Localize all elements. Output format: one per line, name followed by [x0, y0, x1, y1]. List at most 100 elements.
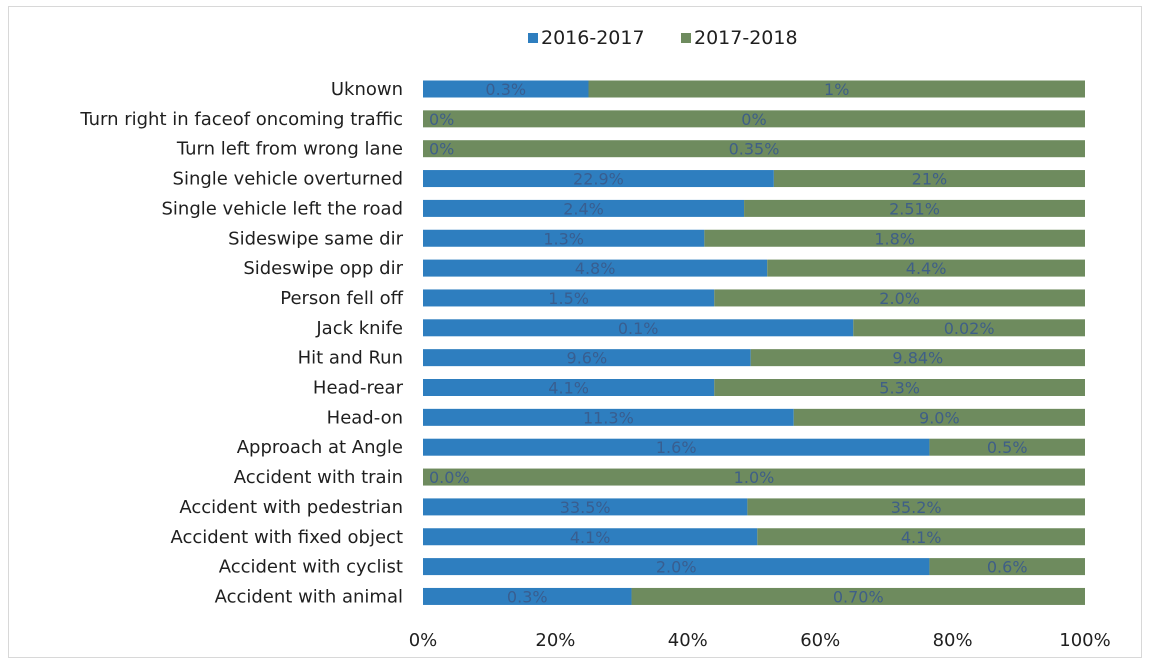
- bars: [423, 80, 1085, 605]
- bar-segment-0-0: [423, 80, 589, 98]
- legend-label-1: 2017-2018: [694, 27, 798, 49]
- data-label-1-2: 0.35%: [729, 140, 780, 159]
- data-label-0-2: 0%: [429, 140, 454, 159]
- bar-segment-1-6: [767, 259, 1085, 277]
- data-label-0-14: 33.5%: [560, 498, 611, 517]
- data-label-0-11: 11.3%: [583, 408, 634, 427]
- bar-segment-1-8: [853, 319, 1085, 337]
- data-label-0-13: 0.0%: [429, 468, 470, 487]
- category-label-3: Single vehicle overturned: [173, 169, 403, 190]
- bar-segment-1-5: [704, 229, 1085, 247]
- bar-segment-1-11: [793, 408, 1085, 426]
- data-label-0-4: 2.4%: [563, 199, 604, 218]
- data-label-0-17: 0.3%: [507, 587, 548, 606]
- category-label-16: Accident with cyclist: [219, 557, 403, 578]
- bar-segment-0-10: [423, 379, 715, 396]
- bar-segment-1-3: [773, 170, 1085, 188]
- bar-segment-0-3: [423, 170, 774, 188]
- data-label-0-10: 4.1%: [548, 379, 589, 398]
- bar-segment-1-9: [750, 349, 1085, 367]
- bar-segment-0-12: [423, 438, 930, 456]
- x-tick-label-3: 60%: [800, 630, 840, 651]
- data-label-1-16: 0.6%: [987, 558, 1028, 577]
- data-label-0-15: 4.1%: [570, 528, 611, 547]
- data-label-0-7: 1.5%: [548, 289, 589, 308]
- x-tick-label-0: 0%: [409, 630, 438, 651]
- category-label-9: Hit and Run: [298, 348, 403, 369]
- category-label-5: Sideswipe same dir: [228, 228, 403, 249]
- bar-segment-0-16: [423, 558, 930, 576]
- data-label-1-8: 0.02%: [944, 319, 995, 338]
- bar-segment-1-4: [744, 199, 1085, 217]
- data-label-1-12: 0.5%: [987, 438, 1028, 457]
- bar-segment-0-4: [423, 199, 745, 217]
- data-label-1-1: 0%: [741, 110, 766, 129]
- data-label-1-5: 1.8%: [874, 229, 915, 248]
- bar-segment-1-0: [588, 80, 1085, 98]
- bar-segment-1-13: [423, 468, 1085, 486]
- x-tick-label-1: 20%: [535, 630, 575, 651]
- bar-segment-1-7: [714, 289, 1085, 307]
- bar-segment-1-12: [929, 438, 1085, 456]
- category-label-4: Single vehicle left the road: [162, 198, 404, 219]
- data-label-1-6: 4.4%: [906, 259, 947, 278]
- data-label-0-3: 22.9%: [573, 170, 624, 189]
- category-label-10: Head-rear: [313, 378, 404, 399]
- x-axis: 0% 20% 40% 60% 80% 100%: [409, 630, 1111, 651]
- category-label-2: Turn left from wrong lane: [176, 139, 403, 160]
- bar-segment-1-14: [747, 498, 1085, 516]
- legend-label-0: 2016-2017: [541, 27, 645, 49]
- bar-segment-1-17: [631, 587, 1085, 605]
- bar-segment-0-8: [423, 319, 854, 337]
- legend: 2016-2017 2017-2018: [528, 27, 798, 49]
- data-label-0-0: 0.3%: [485, 80, 526, 99]
- data-label-0-5: 1.3%: [543, 229, 584, 248]
- bar-segment-0-11: [423, 408, 794, 426]
- data-label-1-13: 1.0%: [734, 468, 775, 487]
- data-label-1-15: 4.1%: [901, 528, 942, 547]
- category-label-1: Turn right in faceof oncoming traffic: [79, 109, 403, 130]
- x-tick-label-2: 40%: [668, 630, 708, 651]
- data-label-0-12: 1.6%: [656, 438, 697, 457]
- data-label-1-10: 5.3%: [879, 379, 920, 398]
- data-label-0-6: 4.8%: [575, 259, 616, 278]
- bar-segment-0-7: [423, 289, 715, 307]
- bar-segment-1-1: [423, 110, 1085, 128]
- bar-segment-1-16: [929, 558, 1085, 576]
- bar-segment-1-15: [757, 528, 1085, 546]
- data-label-1-4: 2.51%: [889, 199, 940, 218]
- category-label-11: Head-on: [327, 407, 403, 428]
- data-label-1-14: 35.2%: [891, 498, 942, 517]
- bar-segment-0-5: [423, 229, 705, 247]
- category-label-13: Accident with train: [234, 467, 403, 488]
- data-label-1-7: 2.0%: [879, 289, 920, 308]
- legend-swatch-0: [528, 33, 538, 43]
- bar-segment-0-15: [423, 528, 758, 546]
- category-label-7: Person fell off: [280, 288, 403, 309]
- data-labels: 0.3% 1% 0% 0% 0% 0.35% 22.9% 21% 2.4% 2.51% 1.3% 1.…: [429, 80, 1028, 606]
- bar-segment-1-2: [423, 140, 1085, 158]
- bar-segment-1-10: [714, 379, 1085, 396]
- bar-segment-0-17: [423, 587, 632, 605]
- data-label-0-1: 0%: [429, 110, 454, 129]
- category-label-6: Sideswipe opp dir: [243, 258, 403, 279]
- x-tick-label-4: 80%: [933, 630, 973, 651]
- data-label-0-16: 2.0%: [656, 558, 697, 577]
- x-tick-label-5: 100%: [1059, 630, 1110, 651]
- bar-segment-0-9: [423, 349, 751, 367]
- data-label-1-11: 9.0%: [919, 408, 960, 427]
- legend-swatch-1: [681, 33, 691, 43]
- data-label-0-8: 0.1%: [618, 319, 659, 338]
- data-label-1-17: 0.70%: [833, 587, 884, 606]
- category-labels: Uknown Turn right in faceof oncoming traf…: [79, 79, 403, 607]
- category-label-8: Jack knife: [315, 318, 403, 339]
- category-label-15: Accident with fixed object: [170, 527, 403, 548]
- data-label-0-9: 9.6%: [567, 349, 608, 368]
- category-label-14: Accident with pedestrian: [179, 497, 403, 518]
- category-label-0: Uknown: [331, 79, 403, 100]
- category-label-12: Approach at Angle: [237, 437, 403, 458]
- data-label-1-0: 1%: [824, 80, 849, 99]
- category-label-17: Accident with animal: [215, 586, 403, 607]
- data-label-1-3: 21%: [912, 170, 948, 189]
- bar-segment-0-6: [423, 259, 768, 277]
